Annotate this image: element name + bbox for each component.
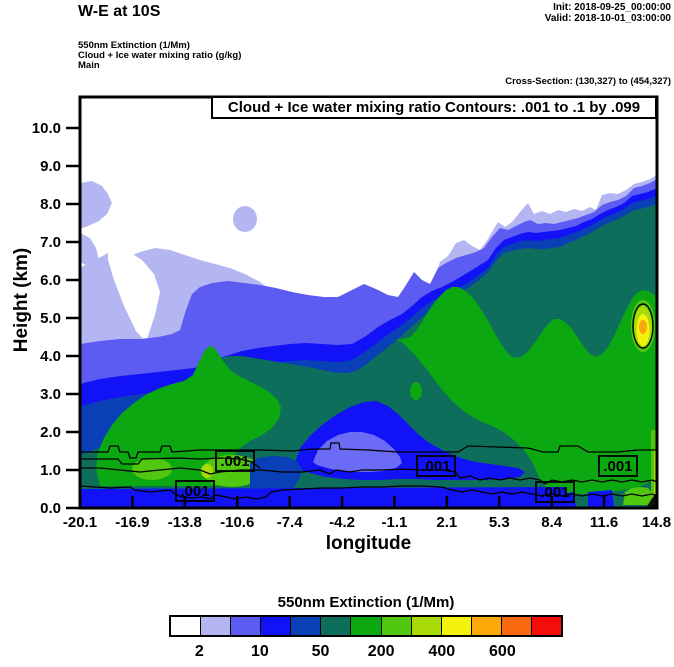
colorbar-cell	[530, 617, 562, 635]
field-line-1: 550nm Extinction (1/Mm)	[78, 40, 190, 51]
contour-field: .001 .001 .001 .001 .001	[80, 97, 657, 508]
field-line-3: Main	[78, 60, 100, 71]
y-tick-label: 4.0	[40, 348, 61, 365]
x-tick-label: -20.1	[63, 514, 97, 531]
contour-title-box: Cloud + Ice water mixing ratio Contours:…	[211, 96, 657, 119]
page-title: W-E at 10S	[78, 3, 161, 20]
colorbar-label: 50	[311, 643, 330, 660]
y-tick-label: 7.0	[40, 234, 61, 251]
colorbar-cell	[350, 617, 381, 635]
colorbar-cell	[171, 617, 201, 635]
colorbar-cell	[380, 617, 411, 635]
field-line-2: Cloud + Ice water mixing ratio (g/kg)	[78, 50, 242, 61]
colorbar-title: 550nm Extinction (1/Mm)	[277, 594, 455, 611]
x-tick-label: 2.1	[436, 514, 457, 531]
x-tick-label: -16.9	[115, 514, 149, 531]
y-tick-label: 0.0	[40, 500, 61, 517]
colorbar-label: 600	[489, 643, 516, 660]
y-axis-title: Height (km)	[11, 247, 32, 353]
y-tick-label: 9.0	[40, 158, 61, 175]
colorbar-cell	[290, 617, 321, 635]
y-tick-label: 1.0	[40, 462, 61, 479]
colorbar-cell	[320, 617, 351, 635]
contour-label: .001	[220, 453, 249, 470]
contour-label-boxes: .001 .001 .001 .001 .001	[175, 450, 638, 503]
x-tick-label: -10.6	[220, 514, 254, 531]
colorbar-cell	[470, 617, 501, 635]
run-times: Init: 2018-09-25_00:00:00 Valid: 2018-10…	[545, 2, 671, 24]
colorbar-cell	[230, 617, 261, 635]
y-tick-label: 5.0	[40, 310, 61, 327]
x-tick-label: -7.4	[277, 514, 304, 531]
colorbar-cell	[200, 617, 231, 635]
x-tick-label: -1.1	[382, 514, 408, 531]
contour-label: .001	[421, 458, 450, 475]
colorbar-cell	[260, 617, 291, 635]
colorbar-label: 10	[251, 643, 269, 660]
x-tick-label: -13.8	[168, 514, 202, 531]
x-tick-label: 8.4	[541, 514, 563, 531]
colorbar-label: 2	[194, 643, 204, 660]
y-tick-label: 2.0	[40, 424, 61, 441]
field-descriptions: 550nm Extinction (1/Mm) Cloud + Ice wate…	[78, 41, 241, 71]
y-tick-label: 8.0	[40, 196, 61, 213]
colorbar-labels: 2 10 50 200 400 600	[169, 643, 563, 663]
colorbar-label: 200	[367, 643, 395, 660]
y-tick-label: 3.0	[40, 386, 61, 403]
x-axis-title: longitude	[325, 533, 412, 554]
y-tick-label: 10.0	[32, 120, 61, 137]
x-tick-label: 14.8	[642, 514, 671, 531]
colorbar	[169, 615, 563, 637]
colorbar-label: 400	[428, 643, 456, 660]
colorbar-cell	[440, 617, 471, 635]
axis-ticks: -20.1 -16.9 -13.8 -10.6 -7.4 -4.2 -1.1 2.1 5.3 8.…	[32, 120, 671, 531]
valid-time: Valid: 2018-10-01_03:00:00	[544, 13, 671, 24]
contour-label: .001	[603, 458, 632, 475]
y-tick-label: 6.0	[40, 272, 61, 289]
contour-label: .001	[180, 483, 209, 500]
cross-section-info: Cross-Section: (130,327) to (454,327)	[505, 76, 671, 87]
x-tick-label: 5.3	[489, 514, 510, 531]
colorbar-cell	[410, 617, 441, 635]
init-time: Init: 2018-09-25_00:00:00	[553, 2, 671, 13]
colorbar-cell	[500, 617, 531, 635]
x-tick-label: -4.2	[329, 514, 355, 531]
x-tick-label: 11.6	[590, 514, 618, 531]
contour-label: .001	[540, 484, 569, 501]
